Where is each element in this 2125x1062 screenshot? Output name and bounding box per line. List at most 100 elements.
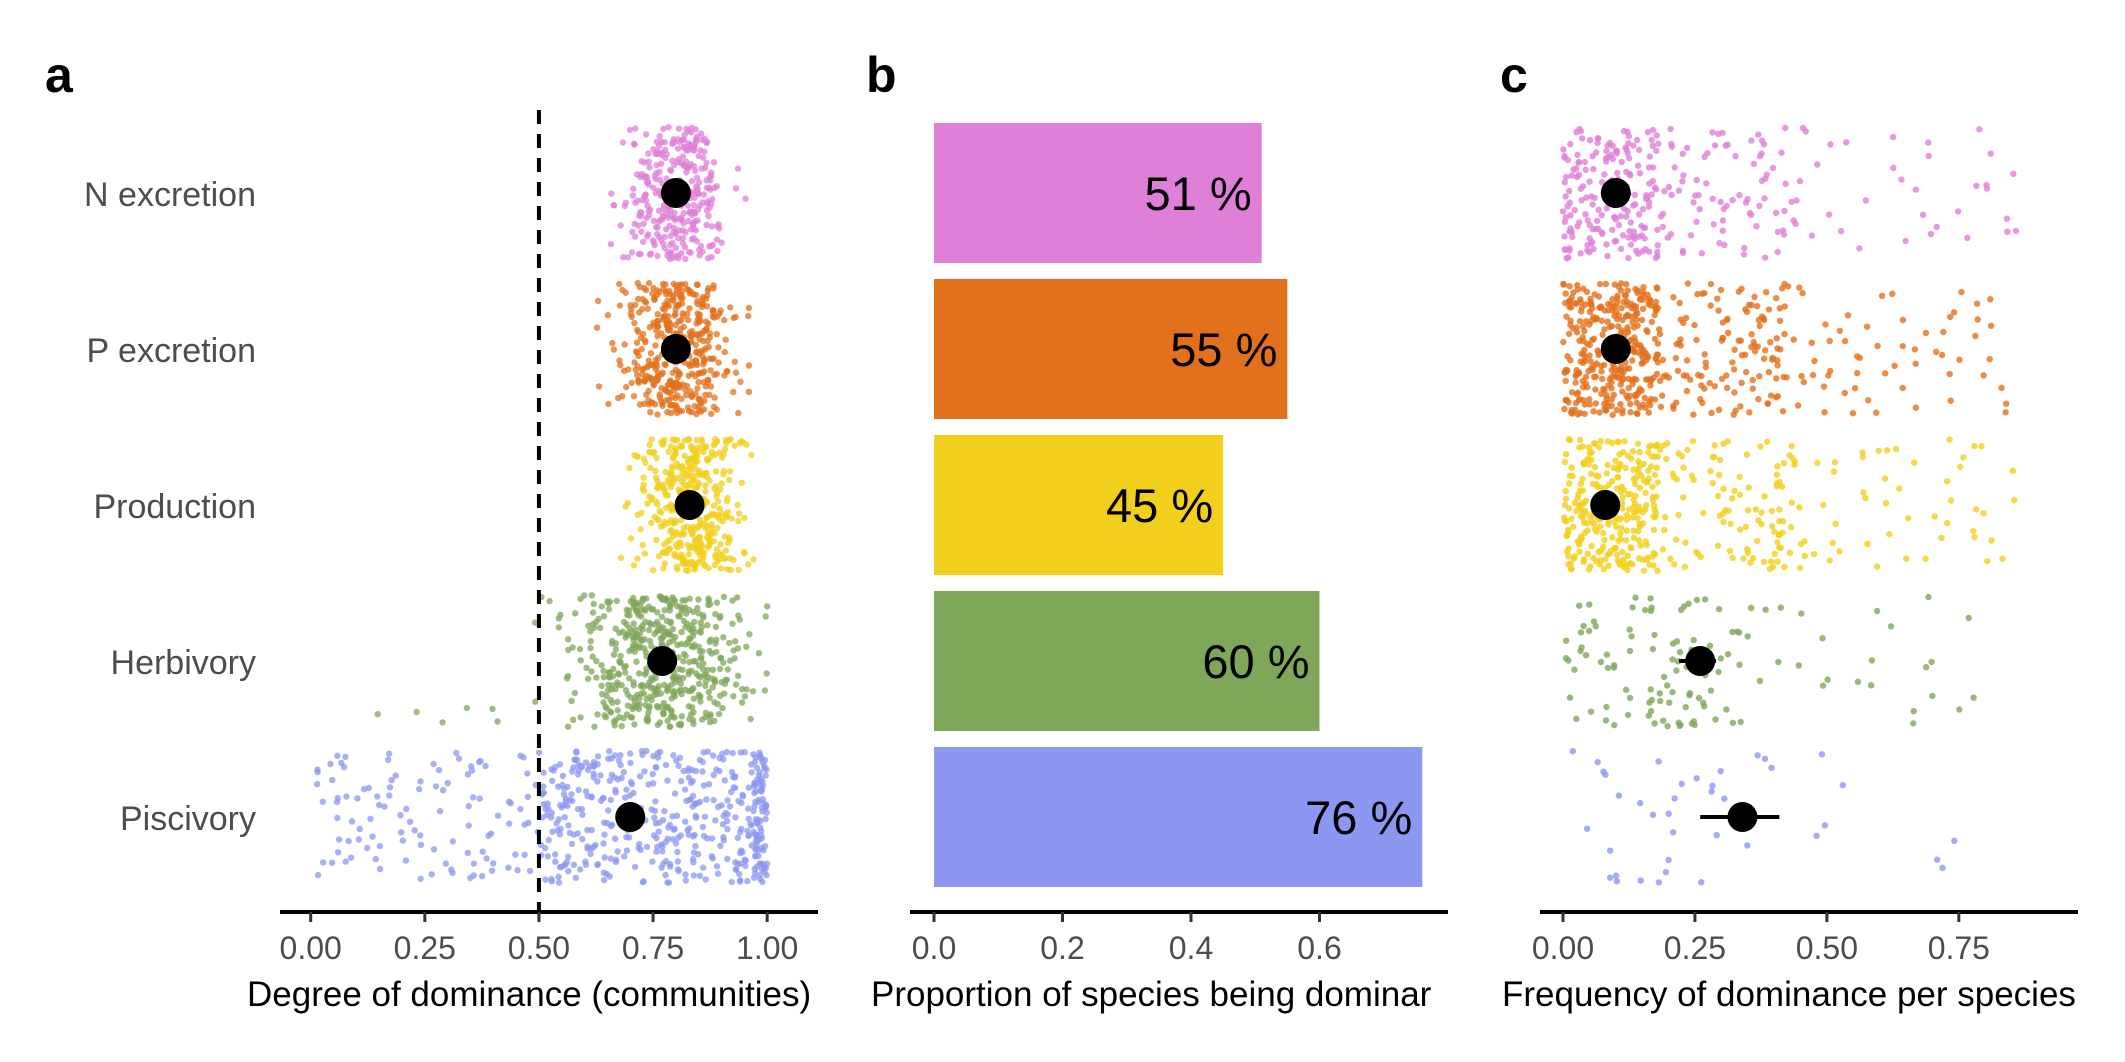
panel-c-point-production	[1707, 468, 1714, 475]
panel-a-point-production	[666, 471, 674, 478]
panel-a-point-piscivory	[416, 785, 423, 793]
panel-a-point-p-excretion	[713, 406, 720, 413]
panel-c-point-piscivory	[1813, 832, 1820, 839]
panel-c-point-production	[1596, 523, 1604, 530]
panel-c-point-production	[1649, 493, 1657, 501]
panel-c-point-n-excretion	[1619, 232, 1627, 239]
panel-a-point-herbivory	[636, 670, 643, 677]
panel-a-point-p-excretion	[686, 305, 693, 312]
panel-a-point-piscivory	[763, 872, 770, 879]
panel-a-point-piscivory	[556, 761, 564, 768]
panel-c-point-herbivory	[1669, 688, 1676, 696]
panel-a-point-piscivory	[565, 822, 572, 829]
panel-a-point-production	[726, 468, 734, 475]
panel-a-point-p-excretion	[656, 391, 663, 398]
panel-a-point-piscivory	[618, 774, 625, 782]
panel-c-point-production	[1786, 549, 1794, 556]
panel-c-point-piscivory	[1569, 748, 1577, 755]
panel-c-point-production	[1649, 483, 1656, 490]
panel-c-point-p-excretion	[1748, 331, 1755, 338]
panel-c-point-n-excretion	[1781, 207, 1788, 215]
panel-a-point-piscivory	[670, 752, 677, 759]
panel-c-point-n-excretion	[1588, 240, 1595, 247]
panel-a-point-piscivory	[574, 805, 582, 813]
panel-c-point-n-excretion	[1624, 150, 1631, 157]
panel-c-point-n-excretion	[1573, 165, 1580, 172]
panel-a-point-production	[667, 443, 675, 450]
panel-a-point-piscivory	[545, 836, 552, 844]
panel-a-point-piscivory	[738, 799, 745, 806]
panel-a-point-piscivory	[649, 858, 656, 865]
panel-a-point-herbivory	[743, 686, 750, 693]
panel-c-point-p-excretion	[1714, 295, 1721, 302]
panel-a-point-piscivory	[403, 805, 410, 813]
panel-c-point-herbivory	[1706, 642, 1714, 649]
panel-c-point-production	[1650, 526, 1658, 533]
panel-a-point-p-excretion	[654, 376, 661, 383]
panel-a-point-herbivory	[719, 704, 726, 712]
panel-a-point-p-excretion	[672, 366, 680, 374]
panel-c-point-n-excretion	[1796, 177, 1804, 185]
panel-c-point-n-excretion	[1919, 211, 1927, 218]
panel-c-point-p-excretion	[1677, 342, 1684, 349]
panel-a-point-herbivory	[763, 670, 770, 677]
panel-c-point-production	[1630, 534, 1638, 541]
panel-c-point-production	[1614, 473, 1621, 481]
panel-c-point-p-excretion	[1659, 356, 1667, 364]
panel-c-point-p-excretion	[1690, 411, 1697, 418]
panel-c-point-herbivory	[1824, 676, 1831, 683]
panel-c-point-production	[1582, 497, 1590, 504]
panel-a-point-production	[717, 565, 725, 572]
panel-a-point-herbivory	[697, 655, 705, 662]
panel-a-point-herbivory	[374, 711, 381, 718]
panel-c-point-production	[1681, 563, 1689, 571]
panel-c-point-p-excretion	[1652, 298, 1660, 306]
panel-a-point-piscivory	[700, 782, 708, 789]
panel-c-point-n-excretion	[1598, 179, 1606, 186]
panel-c-point-production	[1689, 437, 1697, 445]
panel-c-point-n-excretion	[1603, 205, 1610, 212]
panel-a-point-n-excretion	[715, 221, 722, 228]
panel-c-point-production	[1568, 515, 1575, 522]
panel-c-point-p-excretion	[1617, 381, 1624, 388]
panel-a-point-piscivory	[417, 841, 425, 848]
panel-a-point-piscivory	[597, 772, 604, 779]
panel-a-point-piscivory	[594, 753, 602, 760]
panel-a-point-n-excretion	[645, 208, 652, 215]
panel-a-point-herbivory	[546, 597, 553, 605]
panel-a-point-p-excretion	[631, 319, 638, 327]
panel-c-point-p-excretion	[1601, 326, 1608, 333]
panel-c-point-p-excretion	[1779, 408, 1787, 415]
panel-c-point-production	[1970, 527, 1977, 535]
panel-c-point-n-excretion	[1578, 197, 1585, 204]
panel-a-point-piscivory	[653, 848, 660, 855]
panel-a-point-piscivory	[488, 867, 496, 874]
panel-c-point-herbivory	[1695, 694, 1703, 702]
panel-a-point-piscivory	[564, 853, 572, 861]
panel-c-point-n-excretion	[1753, 223, 1760, 230]
panel-c-point-production	[1600, 543, 1607, 550]
panel-c-point-n-excretion	[2003, 215, 2011, 222]
panel-a-point-n-excretion	[659, 212, 667, 219]
panel-a-point-piscivory	[726, 803, 734, 810]
panel-c-point-n-excretion	[1604, 252, 1611, 260]
panel-a-point-piscivory	[517, 805, 524, 813]
panel-c-point-production	[1630, 466, 1637, 473]
panel-a-point-n-excretion	[674, 159, 681, 166]
panel-c-point-piscivory	[1708, 788, 1715, 795]
panel-a-point-herbivory	[614, 679, 621, 686]
panel-a-point-piscivory	[568, 840, 576, 848]
panel-a-point-production	[656, 507, 663, 514]
panel-c-point-piscivory	[1761, 755, 1769, 763]
panel-c-point-production	[1636, 484, 1644, 492]
panel-c-point-production	[1587, 513, 1594, 521]
panel-a-point-piscivory	[704, 835, 711, 842]
panel-a-point-herbivory	[712, 623, 720, 631]
panel-a-point-piscivory	[397, 812, 404, 819]
panel-a-point-herbivory	[564, 672, 572, 680]
panel-c-point-n-excretion	[1620, 127, 1628, 135]
panel-a-point-n-excretion	[656, 133, 663, 140]
panel-c-point-n-excretion	[1709, 129, 1716, 136]
panel-c-point-herbivory	[1673, 638, 1681, 645]
